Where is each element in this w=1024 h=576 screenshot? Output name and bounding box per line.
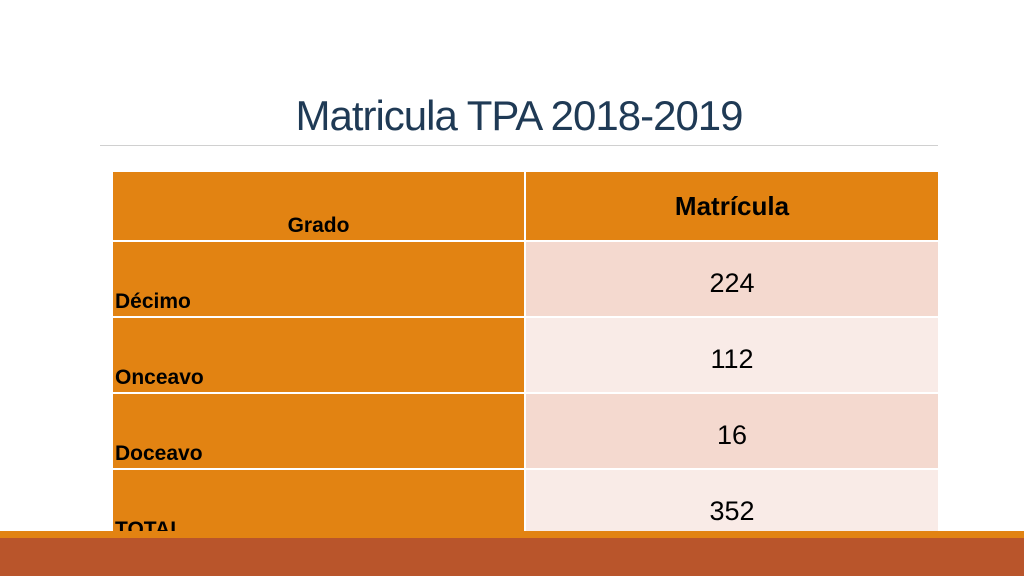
row-value: 112 bbox=[524, 316, 940, 394]
header-matricula: Matrícula bbox=[524, 170, 940, 242]
row-value: 224 bbox=[524, 240, 940, 318]
table-row: Décimo 224 bbox=[111, 240, 940, 318]
footer-band bbox=[0, 538, 1024, 576]
header-grado: Grado bbox=[111, 170, 526, 242]
row-value: 16 bbox=[524, 392, 940, 470]
table-row: Onceavo 112 bbox=[111, 316, 940, 394]
row-label: Onceavo bbox=[111, 316, 526, 394]
row-label: Décimo bbox=[111, 240, 526, 318]
footer-accent-stripe bbox=[0, 531, 1024, 538]
enrollment-table: Grado Matrícula Décimo 224 Onceavo 112 D… bbox=[111, 170, 940, 546]
slide-title: Matricula TPA 2018-2019 bbox=[295, 92, 743, 139]
title-divider bbox=[100, 145, 938, 146]
table-row: Doceavo 16 bbox=[111, 392, 940, 470]
table-header-row: Grado Matrícula bbox=[111, 170, 940, 242]
row-label: Doceavo bbox=[111, 392, 526, 470]
